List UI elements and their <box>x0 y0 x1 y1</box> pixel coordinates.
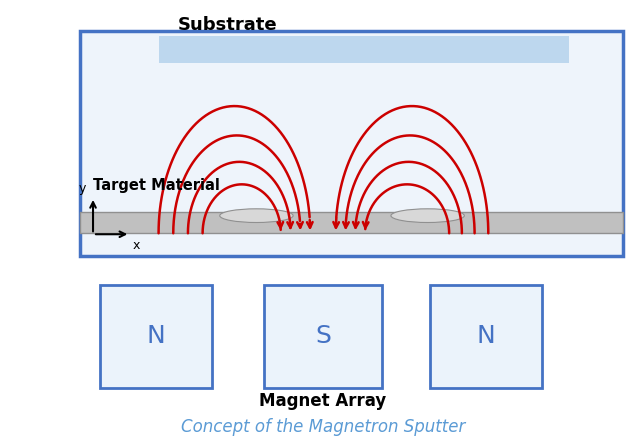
Text: Magnet Array: Magnet Array <box>260 392 387 410</box>
Text: y: y <box>79 182 86 195</box>
Bar <box>264 285 381 388</box>
Text: N: N <box>146 325 165 349</box>
Text: S: S <box>315 325 331 349</box>
Bar <box>429 285 542 388</box>
Ellipse shape <box>391 209 464 223</box>
Text: Target Material: Target Material <box>93 178 220 193</box>
Text: N: N <box>477 325 495 349</box>
Text: Concept of the Magnetron Sputter: Concept of the Magnetron Sputter <box>181 418 465 436</box>
Bar <box>80 212 623 233</box>
Bar <box>80 31 623 256</box>
Text: Substrate: Substrate <box>178 16 278 34</box>
Bar <box>100 285 212 388</box>
Ellipse shape <box>220 209 293 223</box>
Bar <box>158 35 569 63</box>
Text: x: x <box>133 239 140 252</box>
